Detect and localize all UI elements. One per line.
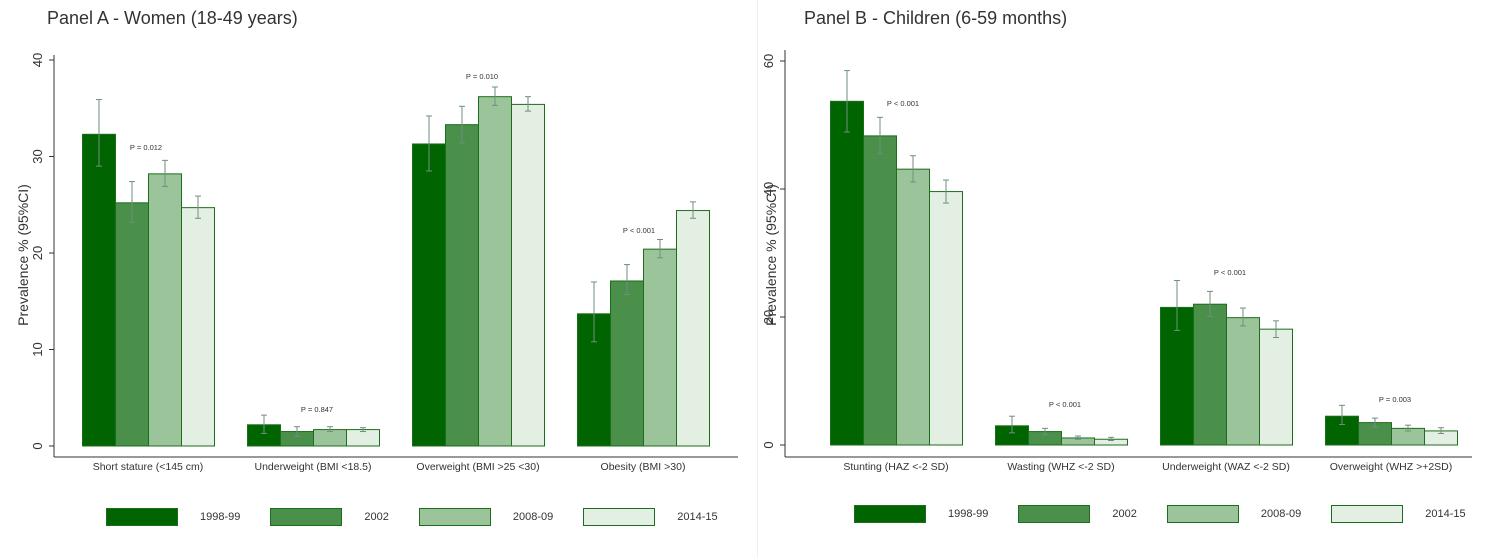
panel-a-y-tick-label: 0 xyxy=(30,442,45,449)
legend-item: 2014-15 xyxy=(1331,505,1466,523)
panel-a-y-tick-label: 20 xyxy=(30,246,45,260)
legend-label: 2002 xyxy=(1112,508,1137,520)
panel-a-legend: 1998-99 2002 2008-09 2014-15 xyxy=(106,508,748,526)
panel-a-p-value: P = 0.847 xyxy=(301,405,333,414)
legend-label: 2008-09 xyxy=(1260,508,1302,520)
legend-swatch xyxy=(1331,505,1404,523)
legend-swatch xyxy=(270,508,343,526)
legend-item: 1998-99 xyxy=(854,505,988,523)
legend-item: 2008-09 xyxy=(1166,505,1302,523)
legend-item: 2008-09 xyxy=(418,508,554,526)
panel-a-bar xyxy=(643,248,677,447)
panel-b-bar xyxy=(1226,317,1260,446)
panel-b-y-tick-label: 60 xyxy=(761,54,776,68)
legend-label: 2002 xyxy=(364,511,389,523)
legend-swatch xyxy=(418,508,491,526)
legend-item: 2002 xyxy=(1018,505,1137,523)
panel-divider xyxy=(757,0,758,558)
panel-b-bar xyxy=(896,168,930,446)
panel-a-chart: 0 10 20 30 40 Prevalence % (95%CI) Short statu… xyxy=(15,53,738,473)
panel-a-bar xyxy=(445,124,479,447)
legend-label: 1998-99 xyxy=(200,511,241,523)
legend-label: 2008-09 xyxy=(512,511,554,523)
panel-b-y-tick-label: 0 xyxy=(761,441,776,448)
panel-a-bar xyxy=(610,280,644,447)
legend-swatch xyxy=(106,508,178,526)
legend-label: 2014-15 xyxy=(677,511,718,523)
panel-b-p-value: P = 0.003 xyxy=(1379,395,1411,404)
panel-b-title: Panel B - Children (6-59 months) xyxy=(804,8,1068,28)
panel-b-p-value: P < 0.001 xyxy=(887,99,919,108)
legend-swatch xyxy=(583,508,656,526)
legend-item: 2002 xyxy=(270,508,389,526)
legend-item: 1998-99 xyxy=(106,508,240,526)
panel-b-p-value: P < 0.001 xyxy=(1214,268,1246,277)
panel-a-p-value: P = 0.012 xyxy=(130,143,162,152)
panel-a-bar xyxy=(511,103,545,447)
panel-a-y-tick-label: 10 xyxy=(30,342,45,356)
panel-a-title: Panel A - Women (18-49 years) xyxy=(47,8,298,28)
panel-a-y-axis-label: Prevalence % (95%CI) xyxy=(15,184,31,326)
legend-swatch xyxy=(1166,505,1239,523)
legend-item: 2014-15 xyxy=(583,508,718,526)
panel-b-y-axis-label: Prevalence % (95%CI) xyxy=(763,184,779,326)
panel-b-bar xyxy=(1259,328,1293,446)
panel-b-bar xyxy=(863,135,897,446)
panel-a-x-tick-label: Short stature (<145 cm) xyxy=(93,461,204,473)
legend-swatch xyxy=(1018,505,1091,523)
panel-b-bar xyxy=(1193,303,1227,446)
panel-b-x-tick-label: Overweight (WHZ >+2SD) xyxy=(1330,461,1453,473)
panel-b-p-value: P < 0.001 xyxy=(1049,400,1081,409)
panel-b-x-tick-label: Wasting (WHZ <-2 SD) xyxy=(1007,461,1114,473)
panel-a-x-tick-label: Underweight (BMI <18.5) xyxy=(254,461,371,473)
panel-a-bar xyxy=(478,96,512,447)
panel-b-x-tick-label: Stunting (HAZ <-2 SD) xyxy=(843,461,948,473)
panel-a-bar xyxy=(412,143,446,447)
panel-b-bar xyxy=(830,100,864,446)
legend-label: 2014-15 xyxy=(1425,508,1466,520)
panel-a-p-value: P = 0.010 xyxy=(466,72,498,81)
panel-a-y-tick-label: 30 xyxy=(30,149,45,163)
panel-a-x-tick-label: Overweight (BMI >25 <30) xyxy=(416,461,539,473)
panel-b-x-tick-label: Underweight (WAZ <-2 SD) xyxy=(1162,461,1290,473)
legend-label: 1998-99 xyxy=(948,508,989,520)
panel-a-p-value: P < 0.001 xyxy=(623,226,655,235)
panel-a-y-tick-label: 40 xyxy=(30,53,45,67)
panel-b-bar xyxy=(929,191,963,446)
panel-b-y-tick-label: 40 xyxy=(761,182,776,196)
legend-swatch xyxy=(854,505,926,523)
panel-a-bar xyxy=(676,210,710,447)
panel-a-x-tick-label: Obesity (BMI >30) xyxy=(601,461,686,473)
panel-b-y-tick-label: 20 xyxy=(761,310,776,324)
panel-b-legend: 1998-99 2002 2008-09 2014-15 xyxy=(854,505,1488,523)
